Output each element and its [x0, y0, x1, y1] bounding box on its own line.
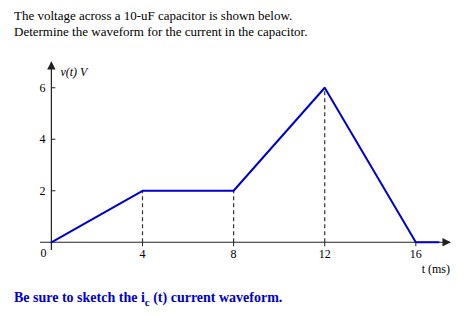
title: The voltage across a 10-uF capacitor is …	[14, 8, 307, 39]
title-line: Determine the waveform for the current i…	[14, 24, 307, 39]
y-tick	[51, 87, 55, 88]
x-tick	[142, 242, 143, 246]
footer-end: (t) current waveform.	[150, 290, 283, 306]
y-tick-label: 4	[39, 132, 45, 146]
waveform-line	[51, 88, 438, 243]
y-tick	[51, 139, 55, 140]
title-line: The voltage across a 10-uF capacitor is …	[14, 8, 292, 23]
x-axis	[40, 242, 450, 243]
x-tick-label: 16	[410, 247, 422, 261]
y-tick-label: 2	[39, 184, 45, 198]
plot-area	[51, 88, 438, 243]
x-tick	[324, 242, 325, 246]
y-axis	[51, 62, 52, 250]
x-axis-label: t (ms)	[422, 262, 450, 276]
y-tick-label: 6	[39, 81, 45, 95]
x-tick	[233, 242, 234, 246]
x-tick-label: 12	[319, 247, 331, 261]
x-tick-label: 4	[140, 247, 146, 261]
y-axis-label: v(t) V	[60, 65, 89, 79]
annotation: 0	[40, 246, 46, 260]
footer-text: Be sure to sketch the i	[14, 290, 145, 305]
x-tick-label: 8	[231, 247, 237, 261]
dashed-line	[142, 191, 143, 243]
y-tick	[51, 190, 55, 191]
footer: Be sure to sketch the ic (t) current wav…	[14, 290, 282, 308]
chart: The voltage across a 10-uF capacitor is …	[0, 0, 474, 316]
dashed-line	[324, 88, 325, 243]
dashed-line	[233, 191, 234, 243]
